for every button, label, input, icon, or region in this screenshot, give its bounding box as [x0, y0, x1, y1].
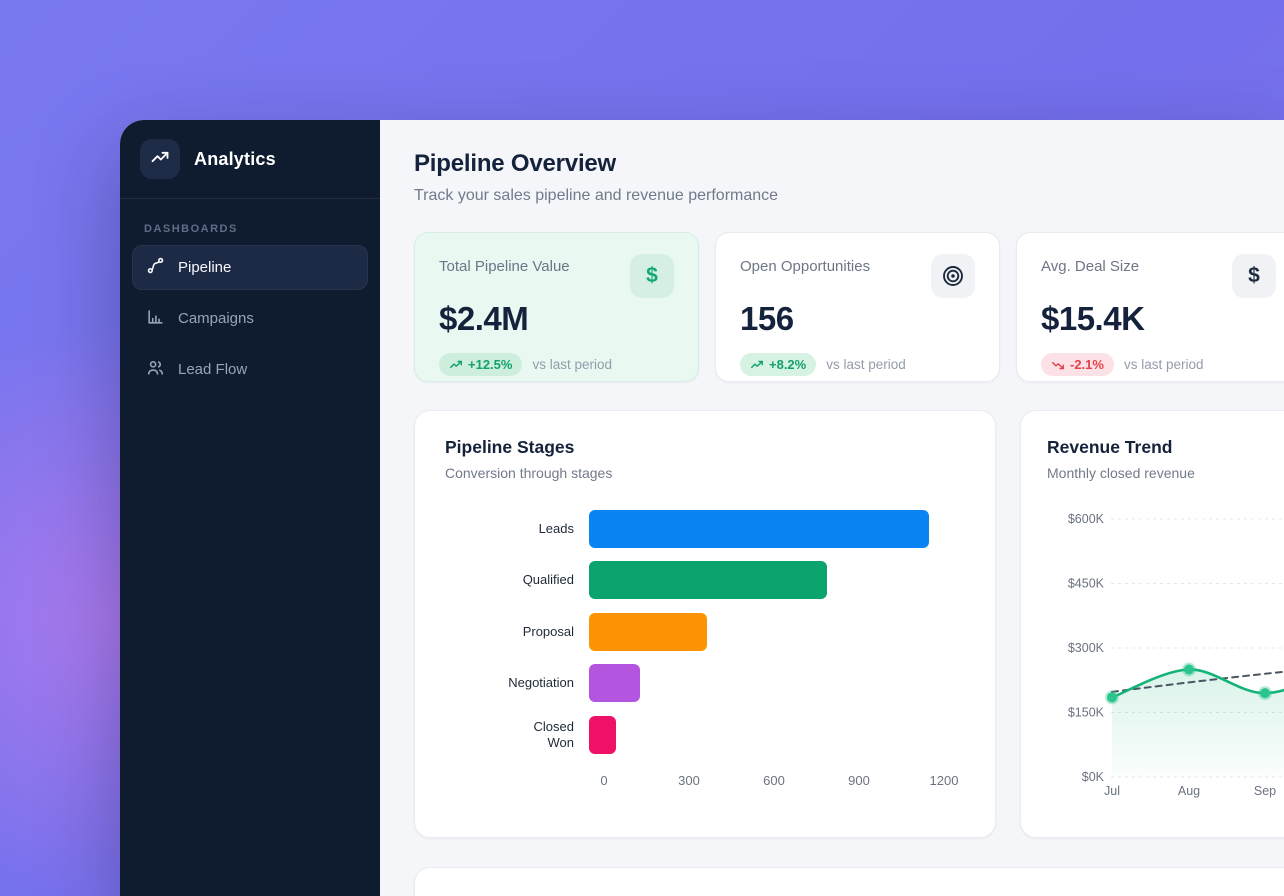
app-window: Analytics DASHBOARDS Pipeline: [120, 120, 1284, 896]
kpi-value: $2.4M: [439, 300, 529, 337]
pipeline-stage-bar[interactable]: [589, 664, 640, 703]
kpi-value: $15.4K: [1041, 300, 1145, 337]
trending-up-icon: [751, 360, 763, 368]
page-title: Pipeline Overview: [414, 150, 617, 177]
x-axis-tick: Jul: [1104, 784, 1120, 798]
bar-track: [589, 509, 934, 548]
x-axis-tick: 300: [678, 772, 700, 788]
delta-badge: +12.5%: [439, 353, 523, 376]
kpi-label: Open Opportunities: [740, 258, 871, 275]
y-axis-tick: $300K: [1068, 641, 1105, 655]
bar-track: [589, 612, 934, 651]
bottom-card: [414, 867, 1284, 896]
kpi-row: Total Pipeline Value $ $2.4M +12.5% vs l…: [414, 232, 1284, 382]
kpi-note: vs last period: [532, 357, 612, 372]
chart-subtitle: Monthly closed revenue: [1047, 465, 1195, 481]
trending-up-icon: [450, 360, 462, 368]
users-icon: [146, 358, 165, 381]
area-fill: [1112, 669, 1284, 777]
y-axis-tick: $150K: [1068, 706, 1105, 720]
y-axis-tick: $0K: [1082, 770, 1105, 784]
stage-row: Negotiation: [445, 658, 965, 710]
trend-dashed-line: [1111, 670, 1284, 693]
data-point[interactable]: [1182, 662, 1196, 677]
x-axis-tick: Aug: [1178, 784, 1200, 798]
sidebar: Analytics DASHBOARDS Pipeline: [120, 120, 380, 896]
target-icon: [931, 254, 975, 298]
delta-badge: +8.2%: [740, 353, 817, 376]
pipeline-stages-card: Pipeline Stages Conversion through stage…: [414, 410, 996, 838]
chart-title: Pipeline Stages: [445, 437, 575, 457]
chart-subtitle: Conversion through stages: [445, 465, 613, 481]
stage-row: Proposal: [445, 606, 965, 658]
bar-category-label: Leads: [538, 520, 574, 536]
bar-track: [589, 715, 934, 754]
kpi-note: vs last period: [826, 357, 906, 372]
x-axis-tick: 1200: [929, 772, 959, 788]
kpi-value: 156: [740, 300, 794, 337]
bar-category-label: Qualified: [522, 572, 574, 588]
trending-up-icon: [150, 147, 170, 172]
pipeline-stage-bar[interactable]: [589, 561, 827, 600]
bar-category-label: Closed Won: [533, 718, 574, 750]
sidebar-item-label: Lead Flow: [178, 361, 248, 378]
pipeline-stage-bar[interactable]: [589, 509, 929, 548]
dollar-icon: $: [1232, 254, 1276, 298]
data-point[interactable]: [1105, 690, 1119, 705]
kpi-card-open-opportunities: Open Opportunities 156 +8.2% vs last per…: [715, 232, 1000, 382]
y-axis-tick: $450K: [1068, 577, 1105, 591]
x-axis: 0 300 600 900 1200: [600, 772, 965, 791]
main-content: Pipeline Overview Track your sales pipel…: [380, 120, 1284, 896]
data-point[interactable]: [1258, 686, 1272, 701]
horizontal-bar-chart: Leads Qualified Proposal Negotiation Closed …: [445, 503, 965, 791]
kpi-label: Total Pipeline Value: [439, 258, 570, 275]
brand: Analytics: [120, 120, 380, 199]
stage-row: Leads: [445, 503, 965, 555]
pipeline-stage-bar[interactable]: [589, 612, 707, 651]
sidebar-item-label: Pipeline: [178, 259, 232, 276]
sidebar-nav: Pipeline Campaigns Lead Flow: [120, 245, 380, 398]
trending-down-icon: [1052, 361, 1064, 369]
y-axis-tick: $600K: [1068, 512, 1105, 526]
stage-row: Qualified: [445, 555, 965, 607]
sidebar-item-lead-flow[interactable]: Lead Flow: [132, 347, 368, 392]
sidebar-item-pipeline[interactable]: Pipeline: [132, 245, 368, 290]
kpi-card-total-pipeline-value: Total Pipeline Value $ $2.4M +12.5% vs l…: [414, 232, 699, 382]
revenue-line: [1110, 668, 1284, 699]
stage-row: Closed Won: [445, 709, 965, 761]
revenue-trend-card: Revenue Trend Monthly closed revenue $0K…: [1020, 410, 1284, 838]
page-subtitle: Track your sales pipeline and revenue pe…: [414, 187, 779, 204]
charts-row: Pipeline Stages Conversion through stage…: [414, 410, 1284, 838]
kpi-note: vs last period: [1123, 357, 1204, 372]
route-icon: [146, 256, 165, 279]
kpi-card-avg-deal-size: Avg. Deal Size $ $15.4K -2.1% vs last pe…: [1016, 232, 1284, 382]
x-axis-tick: 0: [600, 772, 608, 788]
line-chart: $0K $150K $300K $450K $600K Jul Aug Sep: [1047, 495, 1284, 825]
x-axis-tick: 600: [763, 772, 785, 788]
sidebar-section-label: DASHBOARDS: [144, 223, 238, 235]
bar-track: [589, 561, 934, 600]
bar-category-label: Negotiation: [508, 675, 574, 691]
dollar-icon: $: [630, 254, 674, 298]
sidebar-item-campaigns[interactable]: Campaigns: [132, 296, 368, 341]
pipeline-stage-bar[interactable]: [589, 715, 616, 754]
sidebar-item-label: Campaigns: [178, 310, 254, 327]
brand-title: Analytics: [194, 148, 276, 169]
bar-category-label: Proposal: [522, 623, 574, 639]
bar-track: [589, 664, 934, 703]
delta-badge: -2.1%: [1041, 353, 1114, 376]
kpi-label: Avg. Deal Size: [1041, 258, 1140, 275]
brand-icon-box: [140, 139, 180, 179]
x-axis-tick: Sep: [1254, 784, 1276, 798]
bar-chart-icon: [146, 307, 165, 330]
chart-title: Revenue Trend: [1047, 437, 1173, 457]
x-axis-tick: 900: [848, 772, 870, 788]
